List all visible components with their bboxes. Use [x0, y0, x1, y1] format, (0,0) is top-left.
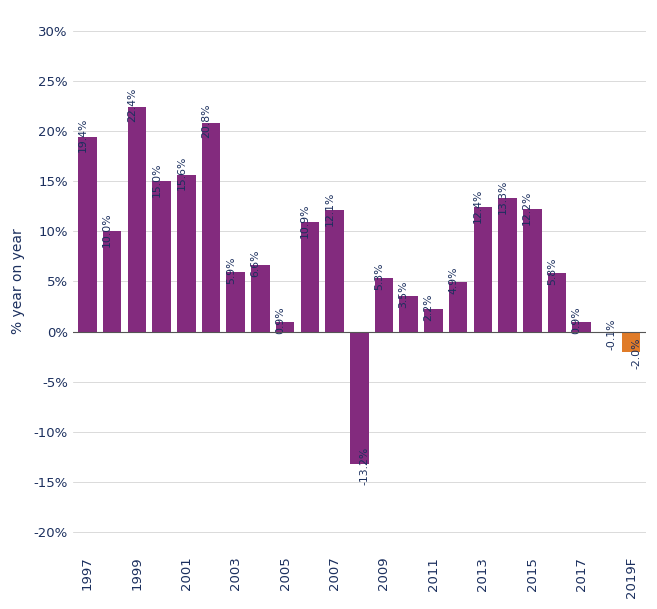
Bar	[251, 266, 270, 331]
Text: 5.9%: 5.9%	[226, 256, 236, 284]
Text: 0.9%: 0.9%	[572, 307, 581, 334]
Text: 0.9%: 0.9%	[275, 307, 285, 334]
Text: 12.1%: 12.1%	[325, 191, 334, 225]
Text: 5.3%: 5.3%	[374, 262, 384, 290]
Bar	[498, 199, 517, 331]
Bar	[78, 137, 97, 331]
Y-axis label: % year on year: % year on year	[11, 228, 25, 334]
Bar	[103, 231, 122, 331]
Text: 3.5%: 3.5%	[399, 281, 409, 308]
Bar	[227, 272, 245, 331]
Bar	[177, 175, 196, 331]
Text: 6.6%: 6.6%	[250, 250, 260, 277]
Bar	[325, 210, 344, 331]
Bar	[597, 331, 616, 333]
Text: 10.9%: 10.9%	[300, 203, 310, 238]
Bar	[424, 309, 443, 331]
Bar	[202, 123, 220, 331]
Text: 12.2%: 12.2%	[522, 190, 532, 225]
Text: 19.4%: 19.4%	[78, 118, 87, 152]
Text: 15.6%: 15.6%	[176, 156, 187, 191]
Text: -2.0%: -2.0%	[631, 338, 641, 369]
Bar	[399, 297, 418, 331]
Bar	[152, 181, 171, 331]
Bar	[276, 323, 294, 331]
Bar	[449, 283, 467, 331]
Bar	[374, 278, 394, 331]
Text: 5.8%: 5.8%	[547, 258, 557, 285]
Text: 10.0%: 10.0%	[102, 212, 112, 247]
Bar	[523, 209, 541, 331]
Text: 15.0%: 15.0%	[152, 162, 162, 197]
Bar	[301, 222, 319, 331]
Text: 2.2%: 2.2%	[423, 294, 434, 321]
Text: -0.1%: -0.1%	[606, 319, 616, 350]
Text: -13.2%: -13.2%	[359, 446, 369, 485]
Bar	[474, 207, 492, 331]
Text: 4.9%: 4.9%	[448, 267, 458, 294]
Text: 12.4%: 12.4%	[473, 188, 483, 222]
Bar	[622, 331, 641, 351]
Text: 13.3%: 13.3%	[497, 179, 507, 214]
Text: 20.8%: 20.8%	[201, 104, 211, 138]
Bar	[548, 273, 566, 331]
Bar	[350, 331, 369, 463]
Text: 22.4%: 22.4%	[127, 88, 137, 122]
Bar	[127, 107, 147, 331]
Bar	[572, 323, 591, 331]
